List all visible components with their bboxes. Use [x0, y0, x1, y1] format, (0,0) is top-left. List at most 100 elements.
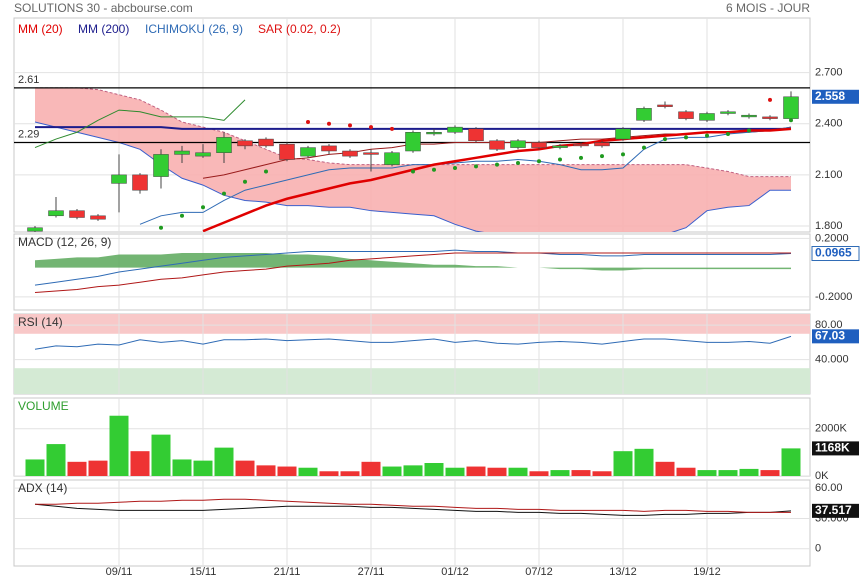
current-value-box	[811, 246, 860, 262]
volume-bar	[613, 451, 633, 476]
sar-dot	[264, 169, 268, 174]
candle-body	[783, 96, 799, 119]
current-value-box	[812, 89, 859, 104]
candle-body	[69, 210, 85, 218]
volume-bar	[340, 471, 360, 476]
sar-dot	[201, 205, 205, 210]
volume-bar	[298, 467, 318, 476]
volume-bar	[655, 461, 675, 476]
candle-body	[342, 150, 358, 157]
ichimoku-cloud	[35, 87, 791, 232]
volume-bar	[256, 465, 276, 476]
sar-dot	[558, 157, 562, 162]
plot-area	[14, 480, 810, 566]
y-tick-label: 2.100	[815, 169, 843, 181]
y-tick-label: 60.00	[815, 482, 843, 494]
panel-title: MACD (12, 26, 9)	[18, 235, 111, 249]
candle-body	[132, 174, 148, 191]
volume-bar	[550, 470, 570, 476]
level-label: 2.29	[18, 128, 39, 140]
candle-body	[741, 114, 757, 118]
volume-bar	[529, 471, 549, 476]
candle-body	[678, 111, 694, 119]
candle-body	[384, 152, 400, 165]
sar-dot	[495, 162, 499, 167]
candle-body	[237, 140, 253, 147]
candle-body	[615, 128, 631, 140]
volume-bar	[718, 470, 738, 476]
y-tick-label: 2000K	[815, 423, 847, 435]
sar-dot	[705, 133, 709, 138]
y-tick-label: 0K	[815, 470, 829, 482]
candle-body	[216, 137, 232, 153]
legend-entry: SAR (0.02, 0.2)	[258, 22, 341, 36]
legend-entry: MM (200)	[78, 22, 129, 36]
sar-dot	[180, 213, 184, 218]
candle-body	[195, 152, 211, 157]
volume-bar	[508, 467, 528, 476]
legend-entry: MM (20)	[18, 22, 63, 36]
volume-bar	[739, 468, 759, 476]
volume-bar	[697, 470, 717, 476]
volume-bar	[634, 448, 654, 476]
y-tick-label: 40.000	[815, 353, 849, 365]
candle-body	[300, 147, 316, 157]
candle-body	[27, 227, 43, 232]
candle-body	[321, 145, 337, 152]
plot-area	[14, 314, 810, 394]
chart-subtitle: 6 MOIS - JOUR	[726, 1, 810, 15]
candle-body	[489, 140, 505, 150]
volume-bar	[424, 463, 444, 476]
current-value-box	[812, 329, 859, 344]
sar-dot	[663, 137, 667, 142]
legend-entry: ICHIMOKU (26, 9)	[145, 22, 243, 36]
candle-body	[90, 215, 106, 220]
volume-bar	[445, 467, 465, 476]
volume-bar	[88, 460, 108, 476]
current-value-label: 2.558	[815, 89, 845, 103]
current-value-box	[812, 441, 859, 456]
candle-body	[363, 152, 379, 155]
line	[34, 335, 792, 350]
sar-dot	[642, 145, 646, 150]
panel	[13, 479, 811, 567]
line	[202, 127, 792, 232]
candle-body	[552, 145, 568, 148]
candle-body	[510, 140, 526, 148]
volume-bar	[466, 466, 486, 476]
candle-body	[111, 174, 127, 184]
volume-bar	[25, 459, 45, 476]
panel	[13, 233, 811, 311]
line	[34, 252, 791, 293]
current-value-label: 1168K	[815, 441, 850, 455]
sar-dot	[222, 191, 226, 196]
y-tick-label: -0.2000	[815, 291, 852, 303]
candle-body	[279, 143, 295, 160]
overbought-zone	[14, 314, 810, 334]
volume-bar	[487, 467, 507, 476]
x-tick-label: 01/12	[441, 566, 469, 578]
panel-title: RSI (14)	[18, 315, 63, 329]
candle-body	[594, 142, 610, 147]
sar-dot	[474, 164, 478, 169]
sar-dot	[600, 154, 604, 159]
x-tick-label: 15/11	[190, 566, 217, 578]
x-tick-label: 13/12	[609, 566, 637, 578]
x-tick-label: 19/12	[693, 566, 721, 578]
plot-area	[14, 18, 810, 232]
volume-bar	[172, 459, 192, 476]
x-tick-label: 09/11	[106, 566, 133, 578]
line	[34, 99, 246, 149]
candle-body	[405, 131, 421, 152]
line	[35, 498, 791, 513]
sar-dot	[348, 123, 352, 128]
x-tick-label: 27/11	[358, 566, 385, 578]
volume-bar	[781, 448, 801, 476]
current-value-box	[812, 503, 859, 518]
oversold-zone	[14, 368, 810, 394]
candle-body	[447, 126, 463, 133]
sar-dot	[684, 135, 688, 140]
candle-body	[762, 116, 778, 119]
sar-dot	[432, 167, 436, 172]
